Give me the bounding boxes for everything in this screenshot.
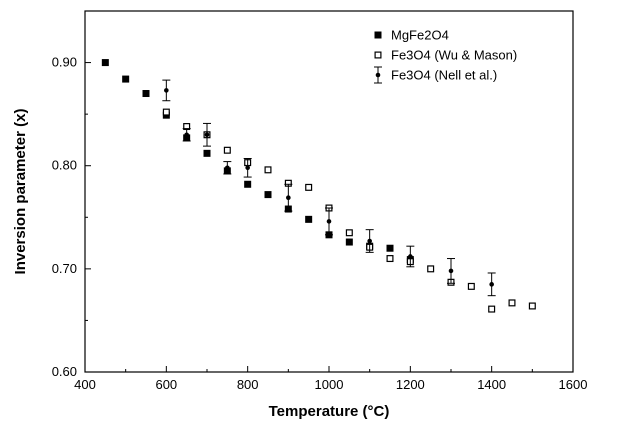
data-point (203, 149, 211, 157)
data-point (122, 75, 130, 83)
data-point (345, 238, 353, 246)
data-point (142, 90, 150, 98)
x-tick-label: 1200 (396, 377, 425, 392)
legend-marker (375, 72, 381, 78)
data-point (326, 219, 332, 224)
y-tick-label: 0.60 (52, 364, 77, 379)
data-point (489, 282, 494, 287)
legend-item-2: Fe3O4 (Wu & Mason) (374, 48, 517, 63)
data-point (386, 244, 394, 252)
legend: MgFe2O4 Fe3O4 (Wu & Mason) Fe3O4 (Nell et … (374, 28, 517, 84)
plot-frame (84, 10, 574, 373)
plot-axes: 400 600 800 1000 1200 1400 1600 0.60 0.70 0.80 0.9… (52, 10, 588, 392)
data-point (386, 255, 394, 263)
legend-marker (374, 31, 382, 39)
data-point (164, 88, 169, 93)
legend-label: MgFe2O4 (391, 28, 449, 43)
data-point (508, 299, 516, 307)
data-point (101, 59, 109, 67)
series-3 (162, 79, 496, 297)
data-point (345, 229, 353, 237)
legend-label: Fe3O4 (Wu & Mason) (391, 48, 517, 63)
data-point (528, 302, 536, 310)
data-point (225, 165, 230, 171)
data-point (448, 268, 454, 274)
plot-marks (101, 59, 536, 313)
series-2 (162, 108, 536, 313)
data-point (184, 132, 189, 138)
x-tick-label: 400 (74, 377, 96, 392)
x-tick-label: 1400 (477, 377, 506, 392)
data-point (367, 238, 372, 244)
data-point (223, 146, 231, 154)
x-tick-label: 1000 (315, 377, 344, 392)
x-tick-label: 1600 (559, 377, 588, 392)
data-point (408, 254, 413, 259)
legend-marker (374, 51, 382, 59)
y-axis-title: Inversion parameter (x) (12, 109, 29, 275)
data-point (305, 215, 313, 223)
data-point (467, 282, 475, 290)
data-point (488, 305, 496, 313)
y-tick-label: 0.90 (52, 55, 77, 70)
data-point (286, 195, 291, 200)
y-tick-label: 0.70 (52, 261, 77, 276)
data-point (264, 191, 272, 199)
data-point (305, 183, 313, 191)
data-point (204, 132, 210, 138)
data-point (244, 180, 252, 188)
legend-item-1: MgFe2O4 (374, 28, 449, 43)
data-point (264, 166, 272, 174)
x-tick-label: 800 (237, 377, 259, 392)
data-point (427, 265, 435, 273)
data-point (162, 108, 170, 116)
legend-item-3: Fe3O4 (Nell et al.) (374, 66, 497, 84)
x-axis-title: Temperature (°C) (269, 403, 390, 420)
series-1 (101, 59, 414, 264)
data-point (245, 165, 250, 171)
legend-label: Fe3O4 (Nell et al.) (391, 68, 497, 83)
x-tick-label: 600 (155, 377, 177, 392)
y-tick-label: 0.80 (52, 158, 77, 173)
